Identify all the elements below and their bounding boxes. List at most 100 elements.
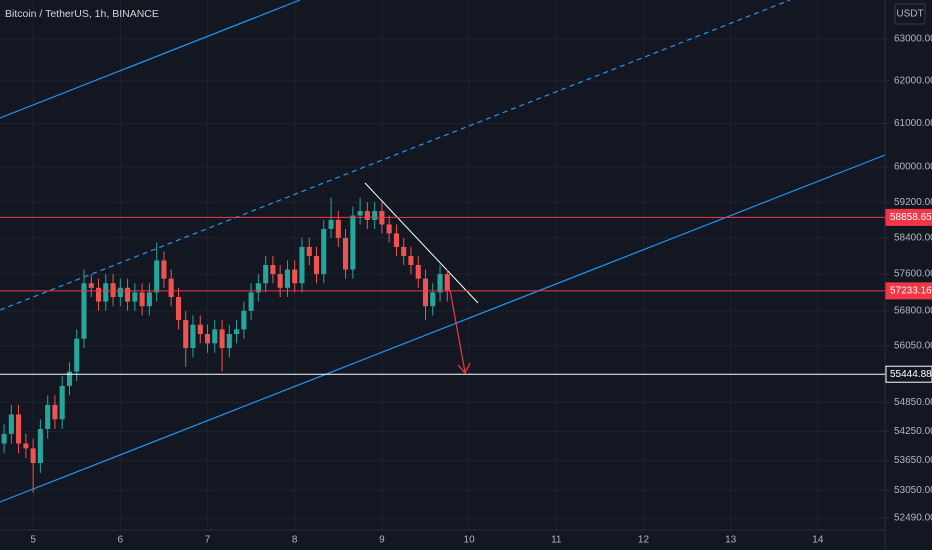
- candle-body: [321, 228, 327, 275]
- x-tick-label: 7: [205, 535, 211, 546]
- candle-body: [23, 443, 29, 449]
- candle-body: [299, 246, 305, 284]
- candle-body: [408, 255, 414, 266]
- chart-title: Bitcoin / TetherUS, 1h, BINANCE: [5, 8, 159, 20]
- candle-body: [117, 287, 123, 297]
- candle-body: [190, 324, 196, 349]
- x-tick-label: 5: [30, 535, 36, 546]
- price-label-box: [885, 365, 932, 383]
- candle-body: [37, 428, 43, 464]
- y-tick-label: 58400.00: [894, 233, 932, 244]
- candle-body: [95, 287, 102, 302]
- candle-body: [277, 274, 283, 288]
- candle-body: [357, 211, 363, 216]
- y-tick-label: 54850.00: [894, 397, 932, 408]
- candle-body: [234, 329, 240, 335]
- candle-body: [132, 292, 138, 302]
- candle-body: [183, 320, 189, 349]
- candle-body: [263, 265, 269, 284]
- price-label: 58858.65: [890, 212, 932, 223]
- candle-body: [16, 414, 22, 444]
- candle-body: [372, 211, 378, 220]
- candle-body: [125, 287, 131, 302]
- candle-body: [168, 278, 174, 297]
- x-tick-label: 12: [638, 535, 650, 546]
- candle-body: [328, 219, 334, 229]
- candle-body: [74, 338, 80, 372]
- y-tick-label: 56800.00: [894, 305, 932, 316]
- candle-body: [430, 292, 436, 307]
- channel-upper-line: [0, 0, 301, 119]
- candle-body: [241, 310, 247, 330]
- candle-body: [219, 329, 225, 349]
- price-label-box: [885, 282, 932, 300]
- candle-body: [161, 260, 167, 279]
- candle-body: [248, 292, 254, 311]
- candle-body: [81, 283, 87, 339]
- candle-body: [59, 385, 65, 420]
- candle-body: [401, 246, 407, 256]
- x-tick-label: 6: [118, 535, 124, 546]
- candles: [1, 197, 450, 493]
- candle-body: [66, 371, 73, 386]
- channel-lower-line: [0, 154, 886, 503]
- candle-body: [306, 246, 312, 256]
- drawings: [0, 0, 886, 503]
- candle-body: [255, 283, 261, 293]
- candle-body: [386, 224, 392, 234]
- candle-body: [335, 219, 341, 238]
- x-tick-label: 11: [551, 535, 562, 546]
- y-tick-label: 56050.00: [894, 340, 932, 351]
- candle-body: [110, 283, 116, 297]
- candle-body: [88, 283, 94, 288]
- candle-body: [226, 334, 232, 349]
- candle-body: [52, 404, 58, 420]
- y-tick-label: 52490.00: [894, 513, 932, 524]
- currency-button[interactable]: [894, 3, 926, 25]
- candle-body: [292, 269, 298, 284]
- x-tick-label: 8: [292, 535, 298, 546]
- candle-body: [437, 274, 443, 293]
- y-tick-label: 59200.00: [894, 197, 932, 208]
- x-tick-label: 14: [812, 535, 824, 546]
- arrow-line: [449, 289, 466, 373]
- x-tick-label: 13: [725, 535, 737, 546]
- candle-body: [364, 211, 370, 220]
- candle-body: [139, 292, 145, 307]
- trend-line: [364, 182, 479, 304]
- x-tick-label: 9: [379, 535, 385, 546]
- y-tick-label: 54250.00: [894, 426, 932, 437]
- y-tick-label: 60000.00: [894, 162, 932, 173]
- candle-body: [393, 233, 400, 247]
- price-label: 55444.88: [890, 369, 932, 380]
- arrow-head: [457, 362, 471, 375]
- channel-mid-line: [0, 0, 791, 311]
- candle-body: [415, 265, 421, 279]
- price-label: 57233.16: [890, 286, 932, 297]
- candle-body: [8, 414, 14, 434]
- candle-body: [197, 324, 203, 335]
- y-tick-label: 61000.00: [894, 118, 932, 129]
- y-tick-label: 62000.00: [894, 76, 932, 87]
- currency-label[interactable]: USDT: [896, 9, 923, 20]
- y-tick-label: 53650.00: [894, 455, 932, 466]
- candle-body: [444, 274, 450, 291]
- x-tick-label: 10: [464, 535, 476, 546]
- candle-body: [154, 260, 160, 293]
- candle-body: [212, 329, 218, 344]
- candle-body: [175, 296, 182, 321]
- candle-body: [1, 433, 7, 444]
- candle-body: [284, 269, 291, 288]
- candle-body: [103, 283, 109, 302]
- candle-body: [146, 292, 152, 307]
- candle-body: [422, 278, 429, 307]
- y-tick-label: 53050.00: [894, 485, 932, 496]
- price-label-box: [885, 208, 932, 226]
- candle-body: [30, 448, 36, 464]
- candle-body: [204, 334, 211, 344]
- y-tick-label: 63000.00: [894, 34, 932, 45]
- y-tick-label: 57600.00: [894, 269, 932, 280]
- candle-body: [350, 215, 356, 270]
